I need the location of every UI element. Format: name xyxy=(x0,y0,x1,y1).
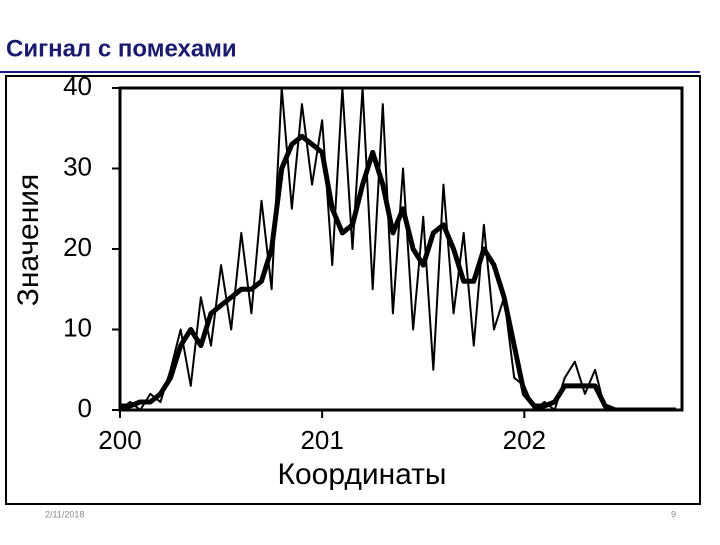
signal-line xyxy=(120,88,676,410)
plot xyxy=(120,88,676,410)
y-tick-label: 20 xyxy=(63,232,92,262)
chart-frame xyxy=(5,75,701,505)
footer-date: 2/11/2018 xyxy=(45,509,84,519)
slide-title: Сигнал с помехами xyxy=(6,35,237,62)
x-tick-label: 201 xyxy=(300,425,343,455)
y-tick-label: 0 xyxy=(78,393,92,423)
x-tick-label: 200 xyxy=(98,425,141,455)
y-tick-label: 40 xyxy=(63,71,92,101)
y-tick-label: 10 xyxy=(63,312,92,342)
signal-line xyxy=(120,133,676,410)
x-axis-label: Координаты xyxy=(278,458,447,491)
y-axis-label: Значения xyxy=(12,174,45,307)
page-number: 9 xyxy=(671,509,676,519)
plot-border xyxy=(118,86,684,412)
x-tick-label: 202 xyxy=(503,425,546,455)
y-tick-label: 30 xyxy=(63,151,92,181)
